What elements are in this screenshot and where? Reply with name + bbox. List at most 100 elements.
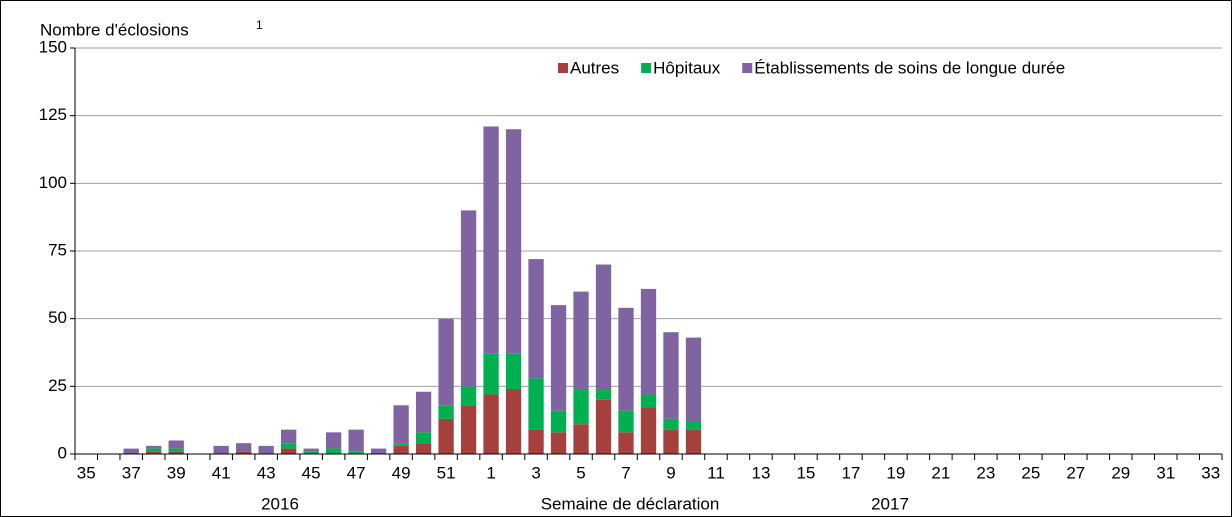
bar-segment <box>281 429 297 444</box>
bar-segment <box>640 407 657 454</box>
bar-segment <box>640 288 657 395</box>
bar-segment <box>685 421 702 430</box>
bar-segment <box>460 386 477 406</box>
bar-segment <box>550 410 567 433</box>
y-axis-note: 1 <box>256 18 263 32</box>
x-tick-label: 15 <box>796 463 815 482</box>
bar-segment <box>325 448 342 454</box>
x-tick-label: 13 <box>751 463 770 482</box>
x-tick-label: 27 <box>1066 463 1085 482</box>
x-tick-label: 49 <box>392 463 411 482</box>
bar-segment <box>595 399 612 454</box>
bar-segment <box>146 451 162 454</box>
legend-label: Établissements de soins de longue durée <box>754 58 1065 77</box>
bar-segment <box>460 210 477 387</box>
bar-segment <box>258 445 274 454</box>
x-tick-label: 45 <box>302 463 321 482</box>
y-axis-title: Nombre d'éclosions <box>40 20 189 39</box>
bar-segment <box>168 451 184 454</box>
x-tick-label: 17 <box>841 463 860 482</box>
x-tick-label: 25 <box>1021 463 1040 482</box>
bar-segment <box>528 259 544 379</box>
bar-segment <box>123 448 139 454</box>
x-tick-label: 43 <box>257 463 276 482</box>
bar-segment <box>505 129 522 354</box>
bar-segment <box>663 429 679 454</box>
bar-segment <box>528 378 544 430</box>
x-tick-label: 47 <box>347 463 366 482</box>
bar-segment <box>281 448 297 454</box>
y-tick-label: 0 <box>58 443 67 462</box>
bar-segment <box>393 443 409 446</box>
legend-swatch <box>558 63 568 73</box>
bar-segment <box>415 391 432 433</box>
bar-segment <box>483 394 499 454</box>
x-tick-label: 51 <box>437 463 456 482</box>
x-tick-label: 21 <box>931 463 950 482</box>
bar-segment <box>146 445 162 449</box>
x-tick-label: 5 <box>576 463 585 482</box>
x-tick-label: 9 <box>666 463 675 482</box>
x-tick-label: 29 <box>1111 463 1130 482</box>
x-tick-label: 37 <box>122 463 141 482</box>
x-axis-title: Semaine de déclaration <box>541 494 720 513</box>
y-tick-label: 25 <box>48 376 67 395</box>
bar-segment <box>348 429 364 452</box>
bar-segment <box>685 337 702 422</box>
x-tick-label: 35 <box>77 463 96 482</box>
bar-segment <box>303 448 319 452</box>
bar-segment <box>595 389 612 400</box>
y-tick-label: 100 <box>39 173 67 192</box>
bar-segment <box>573 424 589 454</box>
x-tick-label: 31 <box>1156 463 1175 482</box>
bar-segment <box>281 443 297 449</box>
bar-segment <box>393 445 409 454</box>
bar-segment <box>438 405 454 419</box>
bar-segment <box>618 307 634 411</box>
x-tick-label: 3 <box>531 463 540 482</box>
x-tick-label: 19 <box>886 463 905 482</box>
legend-swatch <box>641 63 652 73</box>
legend-swatch <box>742 63 753 73</box>
y-tick-label: 75 <box>48 240 67 259</box>
x-tick-label: 33 <box>1201 463 1220 482</box>
bar-segment <box>573 291 589 390</box>
bar-segment <box>663 332 679 419</box>
legend-label: Hôpitaux <box>653 58 721 77</box>
year-label: 2016 <box>261 494 299 513</box>
x-tick-label: 39 <box>167 463 186 482</box>
x-tick-label: 23 <box>976 463 995 482</box>
x-tick-label: 1 <box>486 463 495 482</box>
bar-segment <box>146 448 162 452</box>
bar-segment <box>618 410 634 433</box>
bar-segment <box>528 429 544 454</box>
bar-segment <box>483 353 499 395</box>
x-tick-label: 41 <box>212 463 231 482</box>
bar-segment <box>348 451 364 454</box>
bar-segment <box>393 405 409 444</box>
bar-segment <box>685 429 702 454</box>
bar-segment <box>618 432 634 454</box>
bar-segment <box>168 440 184 449</box>
bar-segment <box>505 389 522 454</box>
y-tick-label: 50 <box>48 308 67 327</box>
bar-segment <box>168 448 184 452</box>
bar-segment <box>595 264 612 390</box>
bar-segment <box>415 443 432 454</box>
bar-segment <box>640 394 657 408</box>
legend-label: Autres <box>570 58 619 77</box>
y-tick-label: 150 <box>39 37 67 56</box>
x-tick-label: 7 <box>621 463 630 482</box>
bar-segment <box>573 389 589 425</box>
bar-segment <box>370 448 387 454</box>
bar-segment <box>415 432 432 444</box>
bar-segment <box>236 443 252 452</box>
year-label: 2017 <box>871 494 909 513</box>
x-tick-label: 11 <box>707 463 725 482</box>
bar-segment <box>236 451 252 454</box>
bar-segment <box>438 418 454 454</box>
bar-segment <box>505 353 522 390</box>
bar-segment <box>213 445 229 454</box>
bar-segment <box>460 405 477 454</box>
